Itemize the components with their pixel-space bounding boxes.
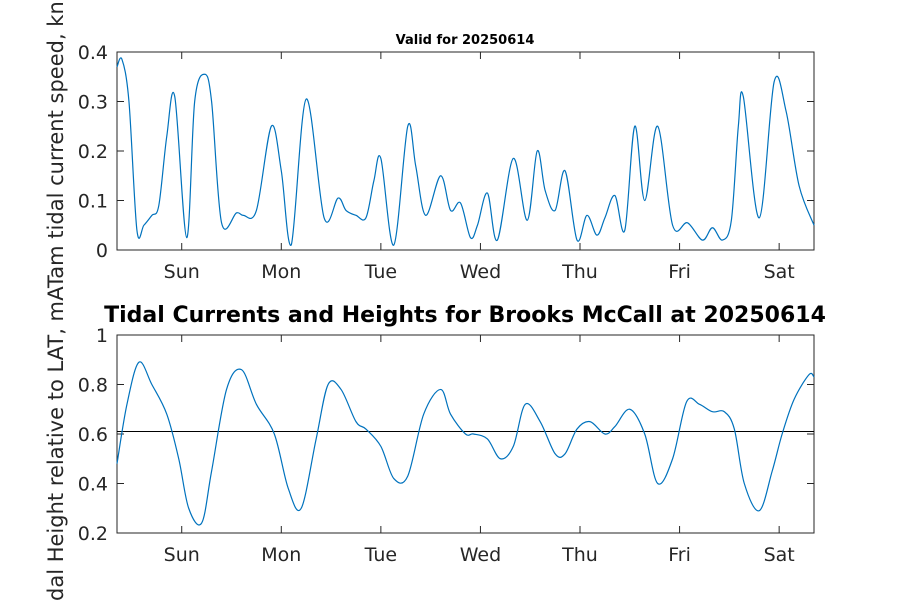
tidal-height-title: Tidal Currents and Heights for Brooks Mc… [104,303,826,328]
tidal-height-xtick-label: Thu [561,544,598,566]
current-speed-xtick-label: Mon [261,261,301,283]
current-speed-axes: 0 0.1 0.2 0.3 0.4 Sun Mon Tue Wed Thu Fri Sat Valid… [44,1,815,301]
tidal-height-ylabel: Tidal Height relative to LAT, m [44,301,68,600]
tidal-height-xtick-label: Tue [364,544,397,566]
current-speed-ylabel: ATam tidal current speed, kn [44,1,68,301]
tidal-height-ytick-label: 0.4 [78,474,108,496]
current-speed-ytick-label: 0.3 [78,92,108,114]
tidal-height-xtick-label: Mon [261,544,301,566]
current-speed-xtick-label: Sat [764,261,795,283]
tidal-height-ytick-label: 0.6 [78,424,108,446]
current-speed-ytick-label: 0.2 [78,141,108,163]
current-speed-title: Valid for 20250614 [396,33,535,48]
tidal-height-xtick-label: Sat [764,544,795,566]
tidal-height-ytick-label: 1 [96,325,108,347]
tidal-height-xtick-label: Wed [460,544,501,566]
tidal-height-series-line [116,361,815,526]
current-speed-ticks: 0 0.1 0.2 0.3 0.4 Sun Mon Tue Wed Thu Fri Sat [78,42,814,283]
current-speed-xtick-label: Sun [164,261,200,283]
current-speed-xtick-label: Wed [460,261,501,283]
current-speed-series-line [116,57,815,246]
current-speed-xtick-label: Tue [364,261,397,283]
tidal-height-xtick-label: Fri [668,544,691,566]
tidal-height-axes: 0.2 0.4 0.6 0.8 1 Sun Mon Tue Wed Thu Fri Sat Tidal… [44,301,826,600]
tidal-height-ticks: 0.2 0.4 0.6 0.8 1 Sun Mon Tue Wed Thu Fri Sat [78,325,814,566]
current-speed-xtick-label: Thu [561,261,598,283]
tidal-height-ytick-label: 0.8 [78,375,108,397]
current-speed-ytick-label: 0 [96,240,108,262]
tidal-height-xtick-label: Sun [164,544,200,566]
current-speed-ytick-label: 0.4 [78,42,108,64]
tidal-height-ytick-label: 0.2 [78,523,108,545]
current-speed-xtick-label: Fri [668,261,691,283]
current-speed-ytick-label: 0.1 [78,191,108,213]
